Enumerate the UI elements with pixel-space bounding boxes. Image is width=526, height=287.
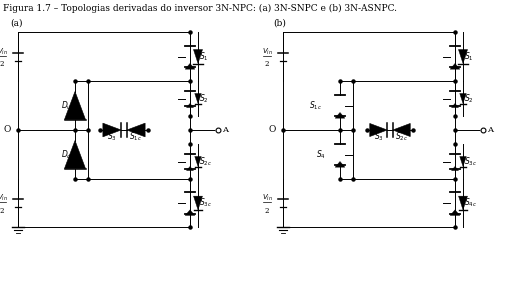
Polygon shape	[393, 123, 410, 137]
Text: $S_3$: $S_3$	[107, 131, 117, 143]
Polygon shape	[451, 104, 459, 108]
Polygon shape	[459, 49, 468, 63]
Polygon shape	[460, 94, 466, 104]
Polygon shape	[460, 156, 466, 166]
Polygon shape	[187, 104, 194, 108]
Polygon shape	[194, 196, 203, 210]
Text: 2: 2	[265, 207, 269, 215]
Polygon shape	[65, 141, 86, 168]
Polygon shape	[450, 63, 460, 69]
Text: O: O	[269, 125, 276, 135]
Text: (b): (b)	[273, 19, 286, 28]
Text: $S_1$: $S_1$	[464, 50, 474, 63]
Polygon shape	[185, 210, 195, 216]
Text: $S_{3c}$: $S_{3c}$	[199, 197, 212, 209]
Text: O: O	[4, 125, 11, 135]
Polygon shape	[65, 92, 86, 119]
Text: A: A	[222, 126, 228, 134]
Polygon shape	[450, 210, 460, 216]
Polygon shape	[195, 94, 201, 104]
Text: $D_u$: $D_u$	[61, 99, 72, 112]
Text: A: A	[487, 126, 493, 134]
Text: $V_{in}$: $V_{in}$	[261, 46, 272, 57]
Polygon shape	[103, 123, 121, 137]
Text: $S_{2c}$: $S_{2c}$	[199, 155, 212, 168]
Text: Figura 1.7 – Topologias derivadas do inversor 3N-NPC: (a) 3N-SNPC e (b) 3N-ASNPC: Figura 1.7 – Topologias derivadas do inv…	[3, 4, 397, 13]
Polygon shape	[459, 196, 468, 210]
Text: $S_{1c}$: $S_{1c}$	[309, 99, 322, 112]
Polygon shape	[370, 123, 387, 137]
Polygon shape	[335, 162, 345, 167]
Polygon shape	[451, 166, 459, 170]
Text: $V_{in}$: $V_{in}$	[0, 46, 7, 57]
Text: $S_{3c}$: $S_{3c}$	[464, 155, 477, 168]
Text: $D_d$: $D_d$	[60, 148, 72, 161]
Polygon shape	[187, 166, 194, 170]
Polygon shape	[194, 49, 203, 63]
Polygon shape	[185, 63, 195, 69]
Text: $S_2$: $S_2$	[464, 92, 474, 105]
Text: $V_{in}$: $V_{in}$	[261, 193, 272, 203]
Text: $S_3$: $S_3$	[373, 131, 383, 143]
Text: (a): (a)	[10, 19, 23, 28]
Text: 2: 2	[0, 61, 4, 69]
Text: $S_{1c}$: $S_{1c}$	[129, 131, 143, 143]
Text: $V_{in}$: $V_{in}$	[0, 193, 7, 203]
Text: $S_{4c}$: $S_{4c}$	[464, 197, 477, 209]
Polygon shape	[127, 123, 145, 137]
Text: $S_4$: $S_4$	[316, 148, 326, 161]
Polygon shape	[195, 156, 201, 166]
Text: $S_{2c}$: $S_{2c}$	[395, 131, 408, 143]
Polygon shape	[335, 113, 345, 118]
Text: 2: 2	[0, 207, 4, 215]
Text: 2: 2	[265, 61, 269, 69]
Text: $S_1$: $S_1$	[199, 50, 209, 63]
Text: $S_2$: $S_2$	[199, 92, 209, 105]
